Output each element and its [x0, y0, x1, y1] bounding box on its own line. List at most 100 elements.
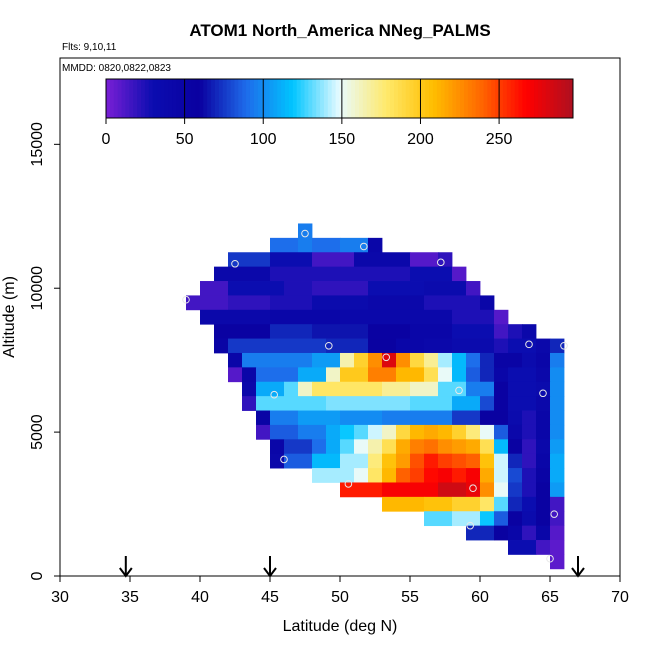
colorbar-segment	[176, 79, 181, 118]
colorbar-segment	[440, 79, 446, 118]
colorbar-tick-label: 50	[176, 131, 194, 148]
colorbar-segment	[160, 79, 165, 118]
heatmap-cell	[480, 511, 495, 527]
heatmap-cell	[536, 381, 551, 397]
heatmap-cell	[270, 424, 299, 440]
heatmap-cell	[340, 367, 369, 383]
heatmap-cell	[522, 439, 537, 455]
heatmap-cell	[466, 439, 481, 455]
heatmap-cell	[270, 295, 313, 311]
x-tick-label: 30	[51, 589, 69, 606]
heatmap-cell	[382, 482, 439, 498]
heatmap-cell	[340, 453, 369, 469]
heatmap-cell	[368, 338, 397, 354]
heatmap-cell	[536, 410, 551, 426]
heatmap-cell	[550, 540, 565, 555]
colorbar-segment	[409, 79, 414, 118]
colorbar: 0 50 100 150 200 250	[102, 78, 574, 148]
colorbar-segment	[393, 79, 399, 118]
flight-marker	[344, 480, 353, 488]
heatmap-cell	[270, 266, 341, 282]
heatmap-cell	[452, 266, 467, 282]
heatmap-cell	[256, 424, 271, 440]
y-tick-label: 5000	[29, 414, 46, 450]
x-tick-label: 40	[191, 589, 209, 606]
colorbar-segment	[214, 79, 220, 118]
heatmap-cell	[480, 468, 495, 483]
colorbar-segment	[510, 79, 516, 118]
colorbar-segment	[207, 79, 212, 118]
heatmap-cell	[508, 367, 537, 383]
heatmap-cell	[494, 338, 509, 354]
heatmap-cell	[494, 453, 509, 469]
heatmap-cell	[480, 482, 495, 498]
colorbar-tick-label: 0	[102, 131, 111, 148]
heatmap-cell	[438, 367, 453, 383]
heatmap-cell	[424, 295, 481, 311]
heatmap-cell	[536, 352, 551, 368]
heatmap-cell	[298, 424, 327, 440]
y-tick-label: 0	[29, 571, 46, 580]
heatmap-cell	[424, 338, 453, 354]
heatmap-cell	[494, 468, 509, 483]
heatmap-cell	[326, 439, 341, 455]
y-tick-label: 15000	[29, 122, 46, 167]
heatmap-cell	[452, 453, 467, 469]
flight-markers	[182, 229, 568, 563]
heatmap-cell	[396, 367, 425, 383]
colorbar-segment	[300, 79, 305, 118]
colorbar-segment	[129, 79, 134, 118]
colorbar-segment	[183, 79, 189, 118]
flight-marker	[231, 259, 239, 268]
heatmap-cell	[480, 439, 495, 455]
heatmap-cell	[270, 309, 341, 325]
colorbar-segment	[316, 79, 321, 118]
heatmap-cell	[242, 381, 257, 397]
colorbar-segment	[234, 79, 239, 118]
colorbar-segment	[386, 79, 391, 118]
heatmap-cell	[298, 381, 313, 397]
colorbar-segment	[491, 79, 496, 118]
heatmap-cell	[494, 482, 509, 498]
heatmap-cell	[410, 410, 453, 426]
colorbar-segment	[273, 79, 278, 118]
colorbar-segment	[308, 79, 313, 118]
colorbar-segment	[553, 79, 558, 118]
x-tick-label: 55	[401, 589, 419, 606]
heatmap-cell	[270, 237, 299, 253]
colorbar-segment	[222, 79, 228, 118]
colorbar-segment	[249, 79, 255, 118]
colorbar-segment	[242, 79, 247, 118]
colorbar-segment	[141, 79, 146, 118]
colorbar-segment	[355, 79, 360, 118]
colorbar-segment	[487, 79, 492, 118]
heatmap-cell	[452, 410, 481, 426]
heatmap-cell	[550, 496, 565, 512]
heatmap-cell	[298, 223, 313, 239]
heatmap-cell	[452, 496, 481, 512]
heatmap-cell	[410, 266, 453, 282]
flights-note: Flts: 9,10,11	[62, 42, 117, 53]
heatmap-cell	[340, 352, 355, 368]
heatmap-cell	[536, 540, 551, 555]
heatmap-cell	[200, 281, 229, 296]
heatmap-cell	[508, 525, 523, 541]
heatmap-cell	[466, 453, 481, 469]
heatmap-cell	[424, 439, 439, 455]
heatmap-cell	[396, 352, 411, 368]
colorbar-segment	[137, 79, 142, 118]
heatmap-cell	[536, 525, 551, 541]
colorbar-segment	[125, 79, 130, 118]
heatmap-cell	[200, 309, 271, 325]
heatmap-cell	[424, 496, 453, 512]
flight-marker	[550, 510, 559, 518]
heatmap-cell	[452, 324, 495, 339]
colorbar-segment	[230, 79, 235, 118]
colorbar-segment	[117, 79, 123, 118]
colorbar-segment	[257, 79, 263, 118]
heatmap-cell	[494, 367, 509, 383]
heatmap-cell	[214, 266, 271, 282]
flight-marker	[301, 229, 309, 238]
heatmap-cell	[438, 453, 453, 469]
